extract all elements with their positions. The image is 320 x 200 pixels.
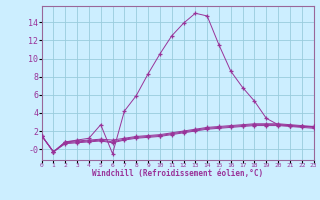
X-axis label: Windchill (Refroidissement éolien,°C): Windchill (Refroidissement éolien,°C) — [92, 169, 263, 178]
